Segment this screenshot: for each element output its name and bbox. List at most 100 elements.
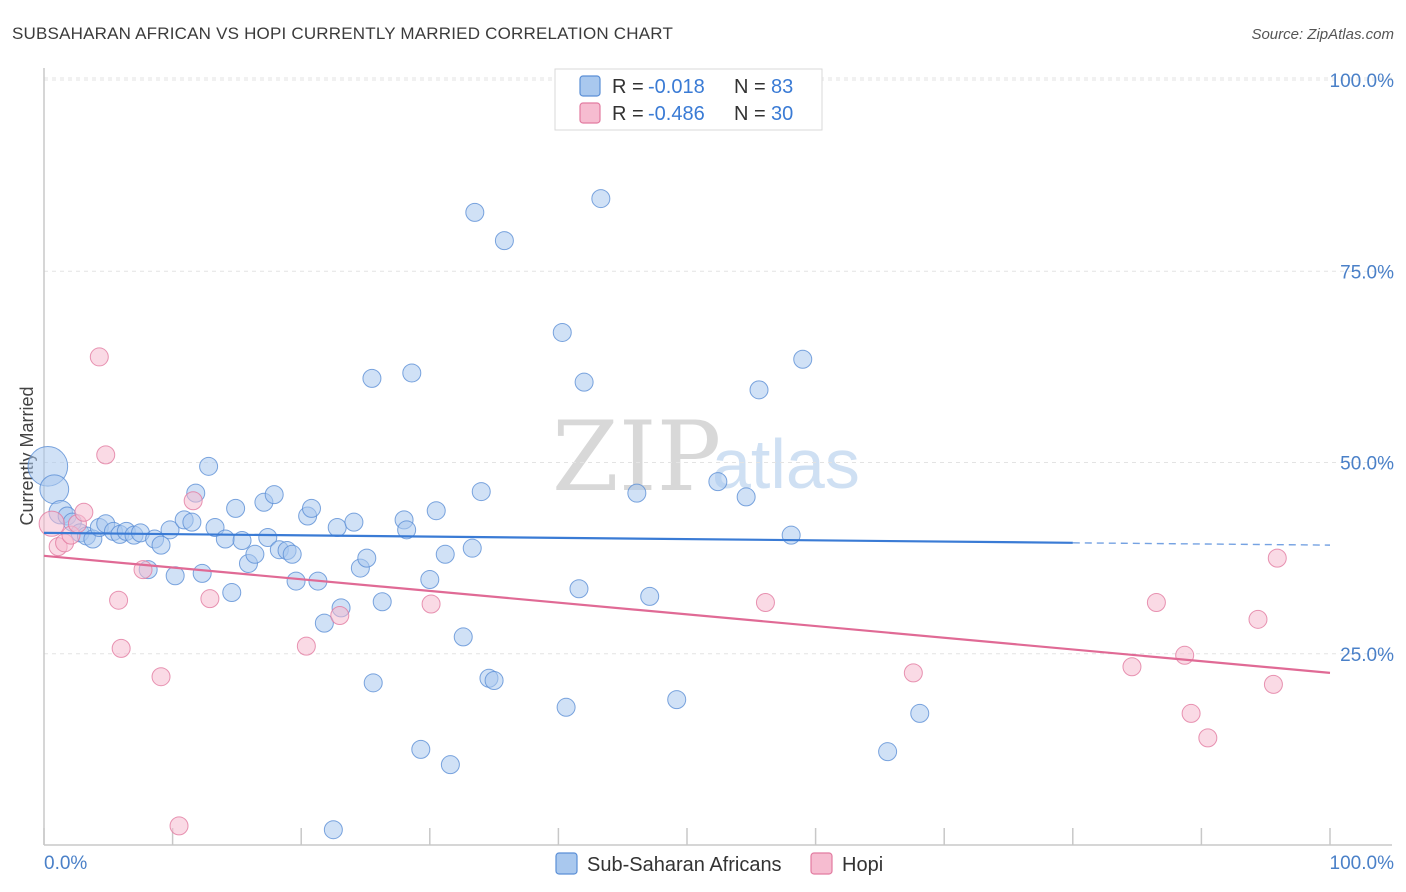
point-subsaharan (462, 538, 482, 558)
x-tick-label-min: 0.0% (44, 853, 87, 874)
bottom-legend-label-hopi: Hopi (842, 854, 883, 876)
point-subsaharan (286, 571, 306, 591)
legend-swatch-subsaharan (579, 75, 601, 97)
point-subsaharan (151, 535, 171, 555)
y-tick-label: 50.0% (1340, 454, 1394, 475)
legend-r-label-hopi: R = (612, 103, 644, 125)
scatter-points (27, 189, 1287, 840)
point-subsaharan (344, 512, 364, 532)
point-hopi (96, 445, 116, 465)
trend-lines (43, 531, 1331, 674)
point-hopi (755, 592, 775, 612)
point-subsaharan (39, 474, 70, 505)
y-axis-label: Currently Married (17, 386, 37, 525)
point-hopi (38, 510, 65, 537)
point-subsaharan (397, 520, 417, 540)
point-subsaharan (556, 697, 576, 717)
point-hopi (1146, 592, 1166, 612)
legend-r-value-subsaharan: -0.018 (648, 76, 705, 98)
point-subsaharan (258, 527, 278, 547)
point-subsaharan (435, 544, 455, 564)
grid (44, 77, 1392, 655)
point-subsaharan (245, 544, 265, 564)
point-subsaharan (182, 512, 202, 532)
legend-n-label-hopi: N = (734, 103, 766, 125)
legend-n-label-subsaharan: N = (734, 76, 766, 98)
point-hopi (74, 502, 94, 522)
point-subsaharan (453, 627, 473, 647)
watermark: ZIP atlas (552, 401, 860, 513)
point-subsaharan (314, 613, 334, 633)
trend-line-subsaharan (43, 531, 1073, 544)
y-tick-label: 25.0% (1340, 645, 1394, 666)
point-subsaharan (708, 472, 728, 492)
point-subsaharan (226, 498, 246, 518)
point-hopi (330, 606, 350, 625)
legend-box: R = -0.018 N = 83 R = -0.486 N = 30 (554, 68, 823, 131)
point-subsaharan (232, 531, 252, 551)
point-subsaharan (552, 322, 572, 342)
point-hopi (183, 491, 203, 511)
x-ticks (43, 828, 1331, 845)
point-hopi (169, 816, 189, 836)
point-hopi (1175, 645, 1195, 665)
legend-swatch-hopi (579, 102, 601, 124)
point-subsaharan (264, 485, 284, 505)
bottom-legend-label-subsaharan: Sub-Saharan Africans (587, 854, 782, 876)
point-subsaharan (627, 483, 647, 503)
trend-line-hopi (43, 554, 1331, 674)
bottom-legend-swatch-subsaharan (555, 852, 578, 875)
point-hopi (1248, 609, 1268, 629)
point-subsaharan (327, 518, 347, 538)
point-hopi (903, 663, 923, 683)
point-subsaharan (372, 592, 392, 612)
point-hopi (296, 636, 316, 656)
trend-line-extension-subsaharan (1072, 542, 1331, 546)
point-subsaharan (749, 380, 769, 400)
point-subsaharan (440, 755, 460, 775)
point-hopi (1267, 548, 1287, 568)
point-subsaharan (465, 202, 485, 222)
y-tick-label: 75.0% (1340, 262, 1394, 283)
point-subsaharan (878, 742, 898, 762)
bottom-legend-swatch-hopi (810, 852, 833, 875)
point-hopi (109, 590, 129, 610)
point-subsaharan (282, 544, 302, 564)
legend-n-value-subsaharan: 83 (771, 76, 793, 98)
point-subsaharan (569, 579, 589, 599)
point-subsaharan (667, 690, 687, 710)
legend-r-label-subsaharan: R = (612, 76, 644, 98)
point-hopi (1122, 657, 1142, 677)
point-subsaharan (215, 529, 235, 549)
point-subsaharan (736, 487, 756, 507)
x-tick-label-max: 100.0% (1330, 853, 1395, 874)
point-subsaharan (362, 368, 382, 388)
point-hopi (151, 667, 171, 687)
point-subsaharan (781, 525, 801, 545)
y-tick-label: 100.0% (1330, 71, 1395, 92)
point-hopi (1198, 728, 1218, 748)
point-hopi (111, 638, 131, 658)
point-subsaharan (574, 372, 594, 392)
chart-source: Source: ZipAtlas.com (1251, 26, 1394, 43)
point-subsaharan (199, 456, 219, 476)
chart-title: SUBSAHARAN AFRICAN VS HOPI CURRENTLY MAR… (12, 24, 673, 43)
point-subsaharan (222, 583, 242, 603)
watermark-atlas: atlas (712, 425, 860, 503)
point-hopi (200, 589, 220, 609)
legend-r-value-hopi: -0.486 (648, 103, 705, 125)
point-subsaharan (323, 820, 343, 840)
point-subsaharan (402, 363, 422, 383)
point-hopi (1263, 674, 1283, 694)
point-subsaharan (420, 570, 440, 590)
point-subsaharan (426, 501, 446, 521)
point-subsaharan (640, 586, 660, 606)
point-subsaharan (793, 349, 813, 369)
point-subsaharan (591, 189, 611, 209)
legend-n-value-hopi: 30 (771, 103, 793, 125)
point-subsaharan (494, 231, 514, 251)
point-subsaharan (484, 671, 504, 691)
point-hopi (89, 347, 109, 367)
point-subsaharan (363, 673, 383, 693)
